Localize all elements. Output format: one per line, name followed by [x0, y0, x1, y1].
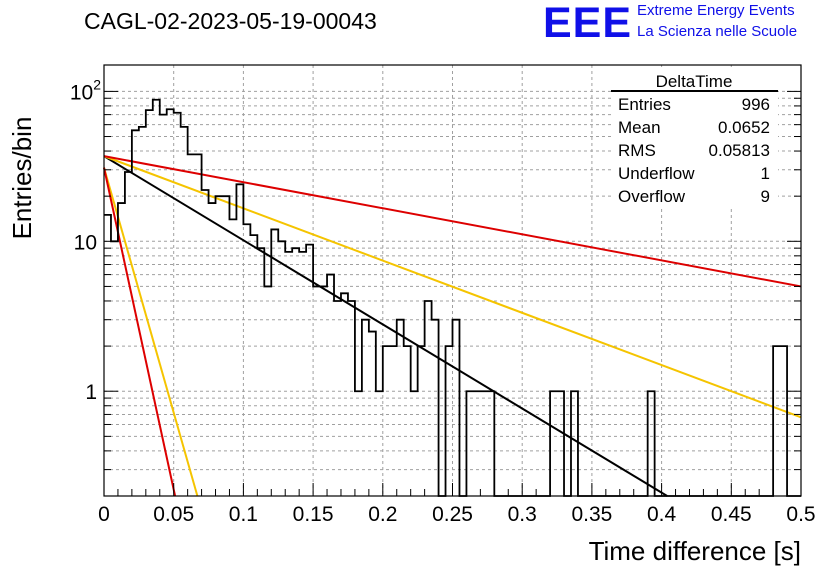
- fit-line: [103, 155, 802, 288]
- y-tick-label: 102: [70, 76, 101, 104]
- grid: [104, 65, 801, 497]
- x-tick-label: 0.2: [368, 503, 397, 526]
- x-tick-label: 0.35: [571, 503, 612, 526]
- stats-row-value: 0.0652: [718, 118, 770, 137]
- plot-title: CAGL-02-2023-05-19-00043: [84, 8, 377, 34]
- stats-row-value: 9: [761, 187, 770, 206]
- x-tick-label: 0.05: [153, 503, 194, 526]
- stats-row-label: Mean: [618, 118, 661, 137]
- fit-lines: [103, 155, 802, 497]
- stats-row-label: Underflow: [618, 164, 695, 183]
- eee-logo: EEE: [543, 0, 633, 47]
- y-tick-label: 1: [85, 381, 97, 404]
- x-tick-label: 0.15: [293, 503, 334, 526]
- fit-line: [103, 167, 177, 497]
- x-tick-label: 0.45: [711, 503, 752, 526]
- x-tick-label: 0.4: [647, 503, 677, 526]
- stats-row-label: Entries: [618, 95, 671, 114]
- stats-box: DeltaTime Entries 996 Mean 0.0652 RMS 0.05813 U…: [611, 67, 778, 209]
- stats-box-title: DeltaTime: [656, 72, 733, 91]
- eee-logo-line-1: Extreme Energy Events: [637, 2, 795, 19]
- x-tick-label: 0.3: [508, 503, 537, 526]
- x-axis-label: Time difference [s]: [589, 536, 801, 566]
- eee-logo-line-2: La Scienza nelle Scuole: [637, 23, 798, 40]
- x-tick-label: 0.25: [432, 503, 473, 526]
- x-tick-label: 0: [98, 503, 110, 526]
- stats-row-value: 1: [761, 164, 770, 183]
- fit-line: [103, 155, 802, 419]
- y-tick-label: 10: [74, 231, 97, 254]
- stats-row-value: 0.05813: [709, 141, 770, 160]
- x-tick-label: 0.1: [229, 503, 258, 526]
- x-tick-label: 0.5: [786, 503, 815, 526]
- fit-line: [103, 155, 668, 497]
- stats-row-label: Overflow: [618, 187, 686, 206]
- fit-line: [103, 167, 199, 497]
- stats-row-value: 996: [742, 95, 770, 114]
- y-axis-label: Entries/bin: [7, 117, 37, 240]
- stats-row-label: RMS: [618, 141, 656, 160]
